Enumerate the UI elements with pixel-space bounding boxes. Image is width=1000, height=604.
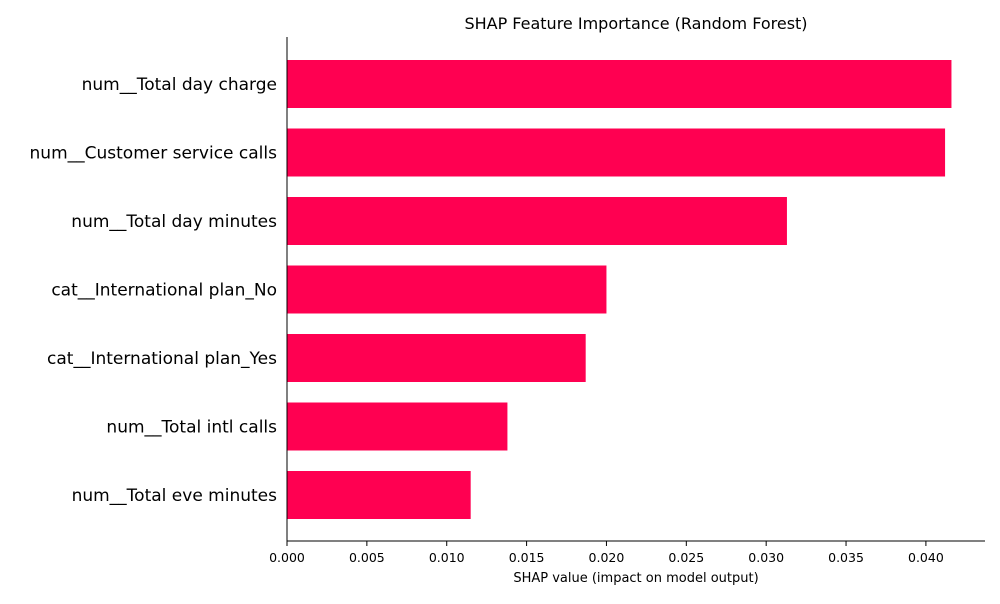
chart-title: SHAP Feature Importance (Random Forest) — [464, 14, 807, 33]
y-tick-label-1: num__Customer service calls — [30, 144, 278, 164]
bars-layer — [287, 60, 952, 519]
bar-6 — [287, 471, 471, 519]
bar-0 — [287, 60, 952, 108]
bar-1 — [287, 128, 946, 177]
y-tick-label-3: cat__International plan_No — [51, 281, 277, 301]
x-tick-label-7: 0.035 — [828, 550, 864, 565]
x-tick-label-1: 0.005 — [349, 550, 385, 565]
x-tick-label-2: 0.010 — [429, 550, 465, 565]
y-tick-label-4: cat__International plan_Yes — [47, 349, 277, 369]
bar-5 — [287, 402, 508, 451]
bar-3 — [287, 265, 607, 314]
y-tick-label-2: num__Total day minutes — [71, 212, 277, 232]
bar-4 — [287, 334, 586, 382]
y-tick-labels: num__Total day charge num__Customer servi… — [30, 75, 278, 506]
x-axis: 0.000 0.005 0.010 0.015 0.020 0.025 0.030 0.035… — [269, 541, 944, 565]
y-tick-label-5: num__Total intl calls — [106, 418, 277, 438]
x-tick-label-5: 0.025 — [668, 550, 704, 565]
x-tick-label-6: 0.030 — [748, 550, 784, 565]
x-axis-label: SHAP value (impact on model output) — [513, 571, 758, 586]
y-tick-label-0: num__Total day charge — [82, 75, 277, 95]
y-tick-label-6: num__Total eve minutes — [72, 486, 278, 506]
x-tick-label-3: 0.015 — [509, 550, 545, 565]
x-tick-label-0: 0.000 — [269, 550, 305, 565]
x-tick-label-8: 0.040 — [908, 550, 944, 565]
x-tick-label-4: 0.020 — [589, 550, 625, 565]
bar-2 — [287, 197, 787, 245]
